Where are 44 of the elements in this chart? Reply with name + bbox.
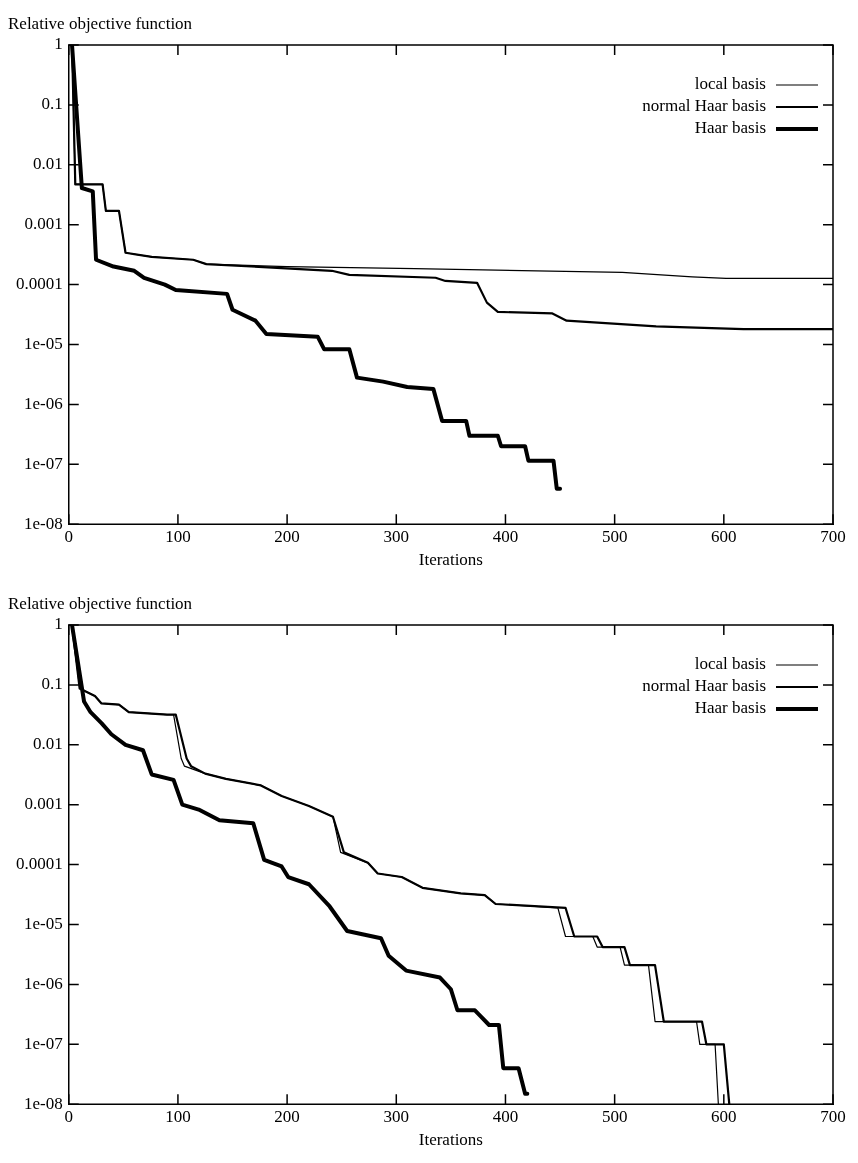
x-tick-label: 700 [820, 526, 846, 546]
y-tick-label: 1e-07 [24, 1033, 64, 1053]
x-tick-label: 0 [64, 1106, 73, 1126]
x-tick-label: 500 [601, 526, 628, 546]
x-axis-title: Iterations [418, 550, 483, 570]
y-axis-title: Relative objective function [8, 593, 193, 613]
y-tick-label: 1e-05 [24, 333, 63, 353]
y-tick-label: 0.01 [33, 734, 63, 754]
y-tick-label: 1e-06 [24, 973, 63, 993]
x-tick-label: 700 [820, 1106, 846, 1126]
x-tick-label: 400 [492, 1106, 519, 1126]
x-tick-label: 200 [274, 526, 300, 546]
legend-label: Haar basis [694, 698, 766, 718]
legend-label: local basis [694, 654, 766, 674]
x-tick-label: 0 [64, 526, 73, 546]
y-tick-label: 0.1 [41, 674, 63, 694]
y-tick-label: 1e-05 [24, 913, 63, 933]
y-tick-label: 1 [54, 34, 63, 54]
y-tick-label: 0.001 [24, 794, 63, 814]
y-tick-label: 0.01 [33, 154, 63, 174]
legend-label: normal Haar basis [642, 96, 766, 116]
y-tick-label: 1e-08 [24, 513, 63, 533]
x-tick-label: 200 [274, 1106, 300, 1126]
x-axis-title: Iterations [418, 1130, 483, 1150]
y-tick-label: 1e-08 [24, 1093, 63, 1113]
legend-label: normal Haar basis [642, 676, 766, 696]
legend-label: local basis [694, 74, 766, 94]
y-tick-label: 1e-06 [24, 393, 63, 413]
y-tick-label: 1 [54, 614, 63, 634]
x-tick-label: 600 [711, 1106, 737, 1126]
legend-label: Haar basis [694, 118, 766, 138]
y-tick-label: 0.001 [24, 214, 63, 234]
x-tick-label: 100 [165, 526, 191, 546]
y-tick-label: 0.1 [41, 94, 63, 114]
x-tick-label: 400 [492, 526, 519, 546]
y-tick-label: 0.0001 [16, 854, 63, 874]
x-tick-label: 500 [601, 1106, 628, 1126]
y-tick-label: 0.0001 [16, 274, 63, 294]
x-tick-label: 100 [165, 1106, 191, 1126]
x-tick-label: 300 [383, 1106, 410, 1126]
y-tick-label: 1e-07 [24, 453, 64, 473]
x-tick-label: 300 [383, 526, 410, 546]
x-tick-label: 600 [711, 526, 737, 546]
y-axis-title: Relative objective function [8, 13, 193, 33]
